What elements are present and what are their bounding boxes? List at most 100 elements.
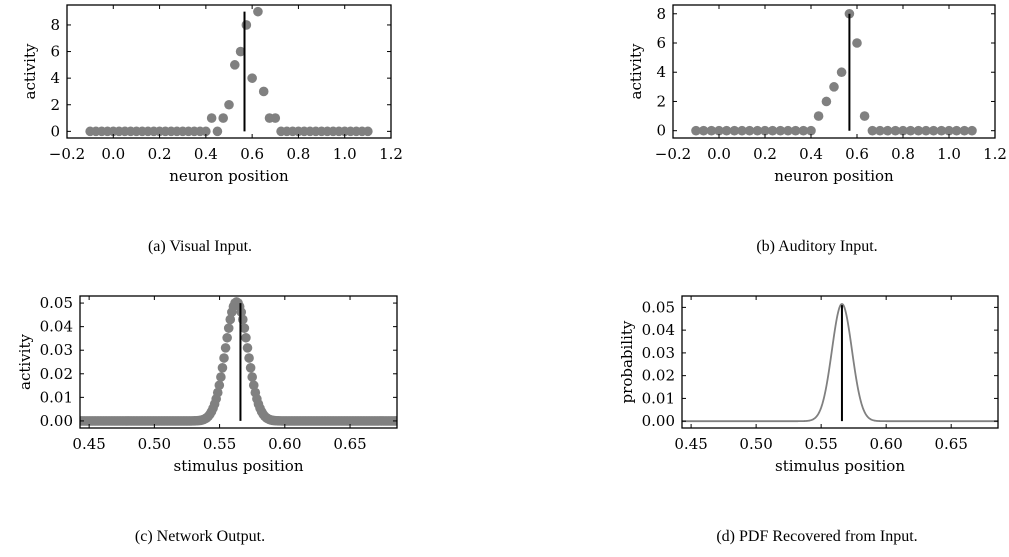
x-tick-label: 1.2 (983, 145, 1007, 163)
y-tick-label: 8 (50, 16, 60, 34)
data-point (967, 125, 977, 136)
x-tick-label: 0.65 (333, 435, 366, 453)
y-tick-label: 0.01 (642, 389, 675, 407)
y-axis-label: probability (618, 320, 636, 403)
data-point (836, 67, 847, 78)
data-point (248, 380, 259, 391)
x-tick-label: 0.6 (240, 145, 264, 163)
data-point (206, 113, 217, 123)
data-point (244, 353, 254, 363)
data-point (222, 332, 232, 343)
plot-area (80, 297, 397, 426)
data-point (253, 6, 263, 17)
data-point (890, 125, 901, 136)
data-point (905, 125, 916, 136)
data-point (239, 323, 250, 333)
y-axis-label: activity (627, 43, 645, 99)
data-point (212, 387, 223, 398)
series-line (682, 303, 998, 423)
data-point (235, 46, 246, 57)
data-point (219, 353, 229, 363)
x-tick-label: 0.4 (194, 145, 218, 163)
data-point (363, 126, 373, 137)
y-tick-label: 6 (50, 43, 60, 61)
chart-d: 0.45 0.50 0.55 0.60 0.65 0.00 0.01 0.02 0.03 0.04… (618, 295, 999, 475)
data-point (875, 125, 885, 136)
x-tick-label: 1.0 (937, 145, 961, 163)
data-point (852, 38, 862, 48)
x-tick-label: 0.60 (869, 435, 902, 453)
chart-a: −0.2 0.0 0.2 0.4 0.6 0.8 1.0 1.2 0 2 4 6 8 neuron pos… (21, 4, 403, 185)
y-tick-label: 0 (656, 122, 666, 140)
data-point (951, 125, 962, 136)
y-axis-label: activity (21, 43, 39, 99)
data-point (241, 20, 252, 30)
x-axis-label: stimulus position (174, 457, 304, 475)
data-point (242, 343, 253, 353)
data-point (882, 125, 893, 136)
y-tick-label: 0.05 (642, 298, 675, 316)
y-tick-label: 4 (656, 63, 666, 81)
data-point (691, 125, 701, 136)
data-point (229, 60, 240, 70)
data-point (245, 363, 256, 373)
data-point (225, 314, 236, 325)
data-point (224, 99, 234, 110)
data-point (767, 125, 778, 136)
x-tick-label: 0.0 (101, 145, 125, 163)
x-tick-label: 1.0 (333, 145, 357, 163)
data-point (729, 125, 740, 136)
data-point (944, 125, 954, 136)
x-axis-label: neuron position (169, 167, 289, 185)
x-tick-label: 0.55 (203, 435, 236, 453)
x-tick-label: 0.60 (268, 435, 301, 453)
data-point (706, 125, 717, 136)
data-point (238, 314, 248, 325)
plot-area (85, 6, 373, 137)
x-tick-label: 0.0 (707, 145, 731, 163)
x-tick-label: 1.2 (379, 145, 403, 163)
data-point (214, 380, 225, 391)
data-point (714, 125, 724, 136)
data-point (270, 113, 281, 123)
y-tick-label: 0.00 (642, 412, 675, 430)
data-point (821, 96, 832, 107)
data-point (247, 372, 257, 382)
x-tick-label: 0.2 (753, 145, 777, 163)
data-point (928, 125, 939, 136)
axes-frame (79, 295, 398, 429)
data-point (921, 125, 931, 136)
data-point (247, 73, 257, 83)
y-axis-label: activity (16, 334, 34, 390)
data-point (744, 125, 755, 136)
y-tick-label: 8 (656, 5, 666, 23)
data-point (212, 126, 223, 137)
plot-area (682, 303, 998, 423)
y-tick-label: 0.05 (40, 294, 73, 312)
y-tick-label: 0.04 (642, 321, 675, 339)
caption-a: (a) Visual Input. (147, 238, 253, 255)
data-point (216, 372, 226, 382)
x-tick-label: −0.2 (49, 145, 85, 163)
data-point (752, 125, 763, 136)
y-tick-label: 0.03 (40, 341, 73, 359)
x-tick-label: 0.8 (891, 145, 915, 163)
data-point (829, 82, 839, 92)
data-point (775, 125, 786, 136)
y-tick-label: 0.02 (642, 367, 675, 385)
data-point (258, 86, 269, 97)
x-tick-label: 0.50 (138, 435, 171, 453)
data-point (959, 125, 970, 136)
y-tick-label: 2 (656, 92, 666, 110)
data-point (241, 332, 251, 343)
x-axis-label: stimulus position (775, 457, 905, 475)
data-point (721, 125, 732, 136)
x-tick-label: 0.55 (804, 435, 837, 453)
data-point (698, 125, 709, 136)
y-tick-label: 6 (656, 34, 666, 52)
y-tick-label: 2 (50, 96, 60, 114)
y-tick-label: 4 (50, 69, 60, 87)
caption-b: (b) Auditory Input. (756, 238, 878, 255)
